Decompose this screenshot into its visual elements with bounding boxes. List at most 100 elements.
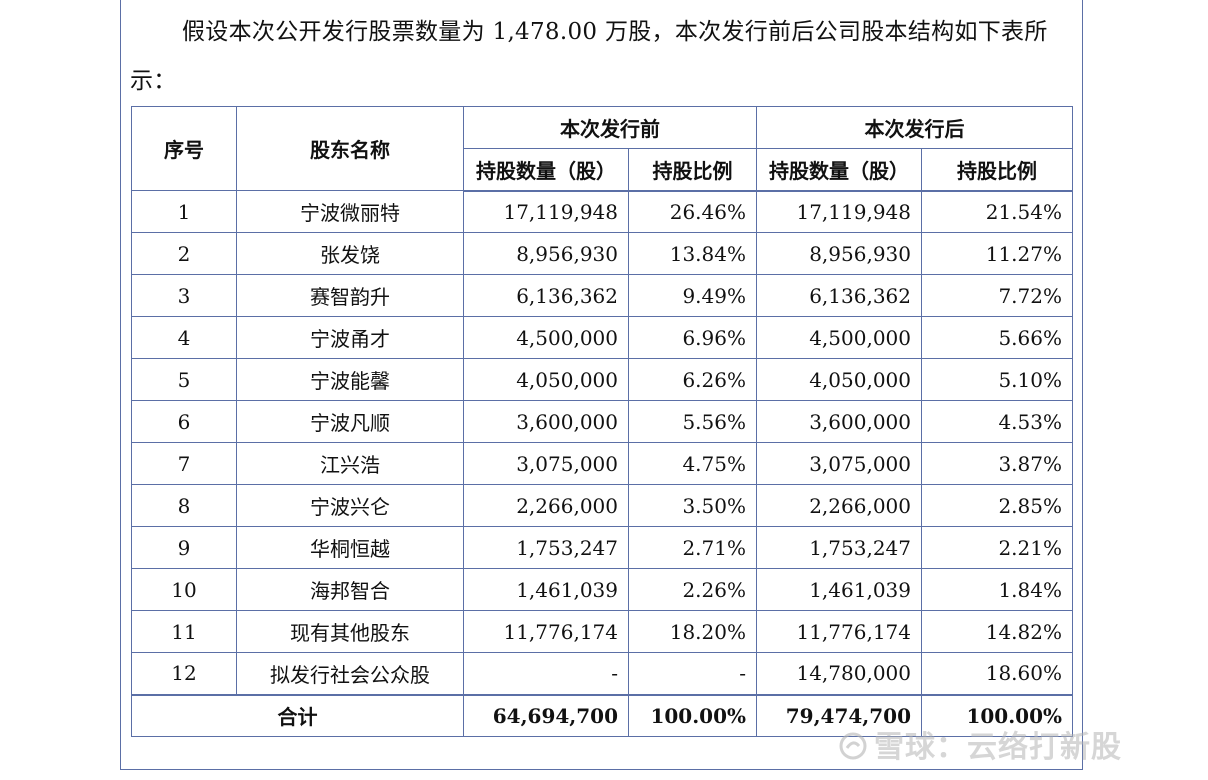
- header-before-shares: 持股数量（股）: [463, 148, 629, 192]
- header-after-issuance: 本次发行后: [756, 106, 1073, 149]
- row-shareholder-name: 宁波微丽特: [236, 190, 464, 233]
- row-after-shares: 6,136,362: [756, 274, 922, 317]
- row-before-shares: 2,266,000: [463, 484, 629, 527]
- row-shareholder-name: 江兴浩: [236, 442, 464, 485]
- row-after-shares: 3,600,000: [756, 400, 922, 443]
- row-seq: 9: [131, 526, 237, 569]
- row-before-ratio: 2.71%: [628, 526, 757, 569]
- row-shareholder-name: 宁波兴仑: [236, 484, 464, 527]
- table-body: 1 宁波微丽特 17,119,948 26.46% 17,119,948 21.54% 2 张…: [131, 190, 1073, 695]
- header-before-ratio: 持股比例: [628, 148, 757, 192]
- total-before-ratio: 100.00%: [628, 693, 757, 737]
- row-shareholder-name: 宁波能馨: [236, 358, 464, 401]
- row-before-shares: 1,753,247: [463, 526, 629, 569]
- table-row: 6 宁波凡顺 3,600,000 5.56% 3,600,000 4.53%: [131, 400, 1073, 443]
- watermark-text: 雪球：云络打新股: [874, 730, 1122, 765]
- intro-text: 假设本次公开发行股票数量为 1,478.00 万股，本次发行前后公司股本结构如下…: [130, 19, 1048, 94]
- table-row: 12 拟发行社会公众股 - -14,780,000 18.60%: [131, 652, 1073, 695]
- table-row: 5 宁波能馨 4,050,000 6.26% 4,050,000 5.10%: [131, 358, 1073, 401]
- row-shareholder-name: 宁波凡顺: [236, 400, 464, 443]
- row-before-shares: 3,075,000: [463, 442, 629, 485]
- row-shareholder-name: 宁波甬才: [236, 316, 464, 359]
- row-seq: 5: [131, 358, 237, 401]
- row-seq: 12: [131, 652, 237, 695]
- row-seq: 6: [131, 400, 237, 443]
- row-before-ratio: 6.26%: [628, 358, 757, 401]
- row-seq: 8: [131, 484, 237, 527]
- row-seq: 1: [131, 190, 237, 233]
- table-row: 3 赛智韵升 6,136,362 9.49% 6,136,362 7.72%: [131, 274, 1073, 317]
- row-after-shares: 14,780,000: [756, 652, 922, 695]
- header-after-ratio: 持股比例: [921, 148, 1073, 192]
- row-before-ratio: 5.56%: [628, 400, 757, 443]
- row-after-shares: 2,266,000: [756, 484, 922, 527]
- table-row: 9 华桐恒越 1,753,247 2.71% 1,753,247 2.21%: [131, 526, 1073, 569]
- row-shareholder-name: 海邦智合: [236, 568, 464, 611]
- row-seq: 3: [131, 274, 237, 317]
- row-after-ratio: 3.87%: [921, 442, 1073, 485]
- row-before-ratio: 4.75%: [628, 442, 757, 485]
- total-before-shares: 64,694,700: [463, 693, 629, 737]
- row-after-shares: 17,119,948: [756, 190, 922, 233]
- row-before-ratio: 2.26%: [628, 568, 757, 611]
- table-row: 4 宁波甬才 4,500,000 6.96% 4,500,000 5.66%: [131, 316, 1073, 359]
- row-before-shares: -: [463, 652, 629, 695]
- watermark: 雪球：云络打新股: [838, 722, 1122, 766]
- row-before-shares: 17,119,948: [463, 190, 629, 233]
- share-structure-table: 序号 股东名称 本次发行前 本次发行后 持股数量（股） 持股比例 持股数量（股）…: [131, 106, 1073, 737]
- row-shareholder-name: 赛智韵升: [236, 274, 464, 317]
- table-row: 1 宁波微丽特 17,119,948 26.46% 17,119,948 21.54%: [131, 190, 1073, 233]
- row-after-ratio: 18.60%: [921, 652, 1073, 695]
- row-after-shares: 8,956,930: [756, 232, 922, 275]
- row-before-shares: 4,500,000: [463, 316, 629, 359]
- row-before-shares: 6,136,362: [463, 274, 629, 317]
- row-after-ratio: 21.54%: [921, 190, 1073, 233]
- table-row: 11 现有其他股东 11,776,174 18.20% 11,776,174 14.82%: [131, 610, 1073, 653]
- row-seq: 7: [131, 442, 237, 485]
- row-seq: 11: [131, 610, 237, 653]
- row-after-ratio: 2.21%: [921, 526, 1073, 569]
- intro-paragraph: 假设本次公开发行股票数量为 1,478.00 万股，本次发行前后公司股本结构如下…: [130, 8, 1074, 106]
- row-after-ratio: 1.84%: [921, 568, 1073, 611]
- row-after-shares: 11,776,174: [756, 610, 922, 653]
- table-total-row: 合计 64,694,700 100.00% 79,474,700 100.00%: [131, 693, 1073, 737]
- row-after-ratio: 14.82%: [921, 610, 1073, 653]
- row-before-ratio: -: [628, 652, 757, 695]
- row-before-shares: 3,600,000: [463, 400, 629, 443]
- row-seq: 10: [131, 568, 237, 611]
- row-after-shares: 4,500,000: [756, 316, 922, 359]
- total-after-ratio: 100.00%: [921, 693, 1073, 737]
- table-row: 7 江兴浩 3,075,000 4.75% 3,075,000 3.87%: [131, 442, 1073, 485]
- row-after-shares: 3,075,000: [756, 442, 922, 485]
- row-shareholder-name: 现有其他股东: [236, 610, 464, 653]
- row-after-shares: 1,461,039: [756, 568, 922, 611]
- row-shareholder-name: 张发饶: [236, 232, 464, 275]
- row-before-shares: 4,050,000: [463, 358, 629, 401]
- row-after-shares: 4,050,000: [756, 358, 922, 401]
- total-after-shares: 79,474,700: [756, 693, 922, 737]
- row-seq: 2: [131, 232, 237, 275]
- table-row: 8 宁波兴仑 2,266,000 3.50% 2,266,000 2.85%: [131, 484, 1073, 527]
- row-shareholder-name: 拟发行社会公众股: [236, 652, 464, 695]
- row-before-ratio: 18.20%: [628, 610, 757, 653]
- row-before-shares: 1,461,039: [463, 568, 629, 611]
- row-after-ratio: 7.72%: [921, 274, 1073, 317]
- row-before-ratio: 6.96%: [628, 316, 757, 359]
- row-shareholder-name: 华桐恒越: [236, 526, 464, 569]
- row-after-ratio: 5.66%: [921, 316, 1073, 359]
- header-seq: 序号: [131, 106, 237, 191]
- row-seq: 4: [131, 316, 237, 359]
- row-before-ratio: 9.49%: [628, 274, 757, 317]
- page-frame: [120, 0, 1083, 770]
- table-header-row: 序号 股东名称 本次发行前 本次发行后: [131, 106, 1073, 191]
- row-before-ratio: 13.84%: [628, 232, 757, 275]
- table-row: 2 张发饶 8,956,930 13.84% 8,956,930 11.27%: [131, 232, 1073, 275]
- row-after-ratio: 4.53%: [921, 400, 1073, 443]
- row-after-ratio: 5.10%: [921, 358, 1073, 401]
- row-after-shares: 1,753,247: [756, 526, 922, 569]
- header-shareholder-name: 股东名称: [236, 106, 464, 191]
- table-subheader-row: 持股数量（股） 持股比例 持股数量（股） 持股比例: [132, 148, 1073, 192]
- table-row: 10 海邦智合 1,461,039 2.26% 1,461,039 1.84%: [131, 568, 1073, 611]
- row-before-shares: 8,956,930: [463, 232, 629, 275]
- row-before-ratio: 3.50%: [628, 484, 757, 527]
